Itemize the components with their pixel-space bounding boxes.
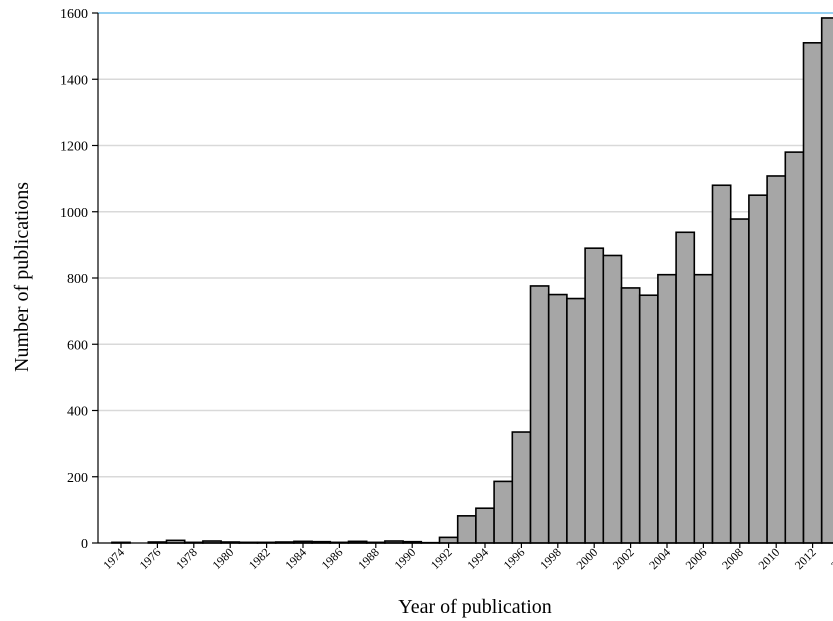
y-tick-label: 1400 <box>60 73 88 88</box>
x-axis-title: Year of publication <box>398 596 552 618</box>
y-tick-label: 0 <box>81 537 88 552</box>
x-tick-label: 1992 <box>428 545 455 572</box>
bar-2008 <box>729 218 750 544</box>
bar-2009 <box>748 194 768 544</box>
y-tick-label: 600 <box>67 338 88 353</box>
y-tick-label: 400 <box>67 405 88 420</box>
x-tick-label: 1974 <box>100 545 127 572</box>
bar-1996 <box>511 431 532 544</box>
bar-2003 <box>638 294 659 544</box>
bar-2006 <box>693 273 714 544</box>
bar-1997 <box>529 285 550 544</box>
x-tick-label: 1978 <box>173 545 200 572</box>
x-tick-label: 1984 <box>282 545 309 572</box>
x-tick-label: 2014 <box>828 545 833 572</box>
y-tick-label: 1000 <box>60 206 88 221</box>
y-tick-label: 1600 <box>60 7 88 22</box>
x-tick-label: 2012 <box>792 545 819 572</box>
bars <box>111 17 833 544</box>
x-tick-label: 2006 <box>683 545 710 572</box>
grid-lines <box>98 78 833 478</box>
x-tick-label: 1980 <box>209 545 236 572</box>
y-ticks: 0 200 400 600 800 1000 1200 1400 1600 <box>60 7 98 552</box>
x-tick-label: 1982 <box>246 545 273 572</box>
bar-2004 <box>657 273 677 544</box>
bar-2010 <box>766 175 787 544</box>
x-tick-label: 2008 <box>719 545 746 572</box>
bar-2001 <box>602 254 623 544</box>
bar-1995 <box>493 480 514 544</box>
x-tick-label: 1996 <box>501 545 528 572</box>
bar-1992 <box>438 536 459 544</box>
x-tick-label: 1998 <box>537 545 564 572</box>
bar-1993 <box>456 515 477 544</box>
x-tick-label: 2000 <box>573 545 600 572</box>
bar-2000 <box>584 247 605 544</box>
bar-1999 <box>566 297 586 544</box>
x-tick-label: 2010 <box>755 545 782 572</box>
x-ticks: 1974 1976 1978 1980 1982 1984 1986 1988 1990 1992… <box>100 543 833 572</box>
bar-1994 <box>475 507 495 544</box>
x-tick-label: 1994 <box>464 545 491 572</box>
bar-2013 <box>820 17 833 544</box>
x-tick-label: 1976 <box>137 545 164 572</box>
bar-2002 <box>620 287 641 544</box>
x-tick-label: 2002 <box>610 545 637 572</box>
bar-2007 <box>711 184 732 544</box>
bar-2005 <box>675 231 696 544</box>
y-axis-title: Number of publications <box>11 182 33 372</box>
y-tick-label: 1200 <box>60 140 88 155</box>
y-tick-label: 800 <box>67 272 88 287</box>
x-tick-label: 2004 <box>646 545 673 572</box>
bar-1998 <box>547 293 568 544</box>
x-tick-label: 1986 <box>319 545 346 572</box>
x-tick-label: 1988 <box>355 545 382 572</box>
y-tick-label: 200 <box>67 471 88 486</box>
x-tick-label: 1990 <box>391 545 418 572</box>
bar-2012 <box>802 42 823 544</box>
bar-2011 <box>784 151 805 544</box>
